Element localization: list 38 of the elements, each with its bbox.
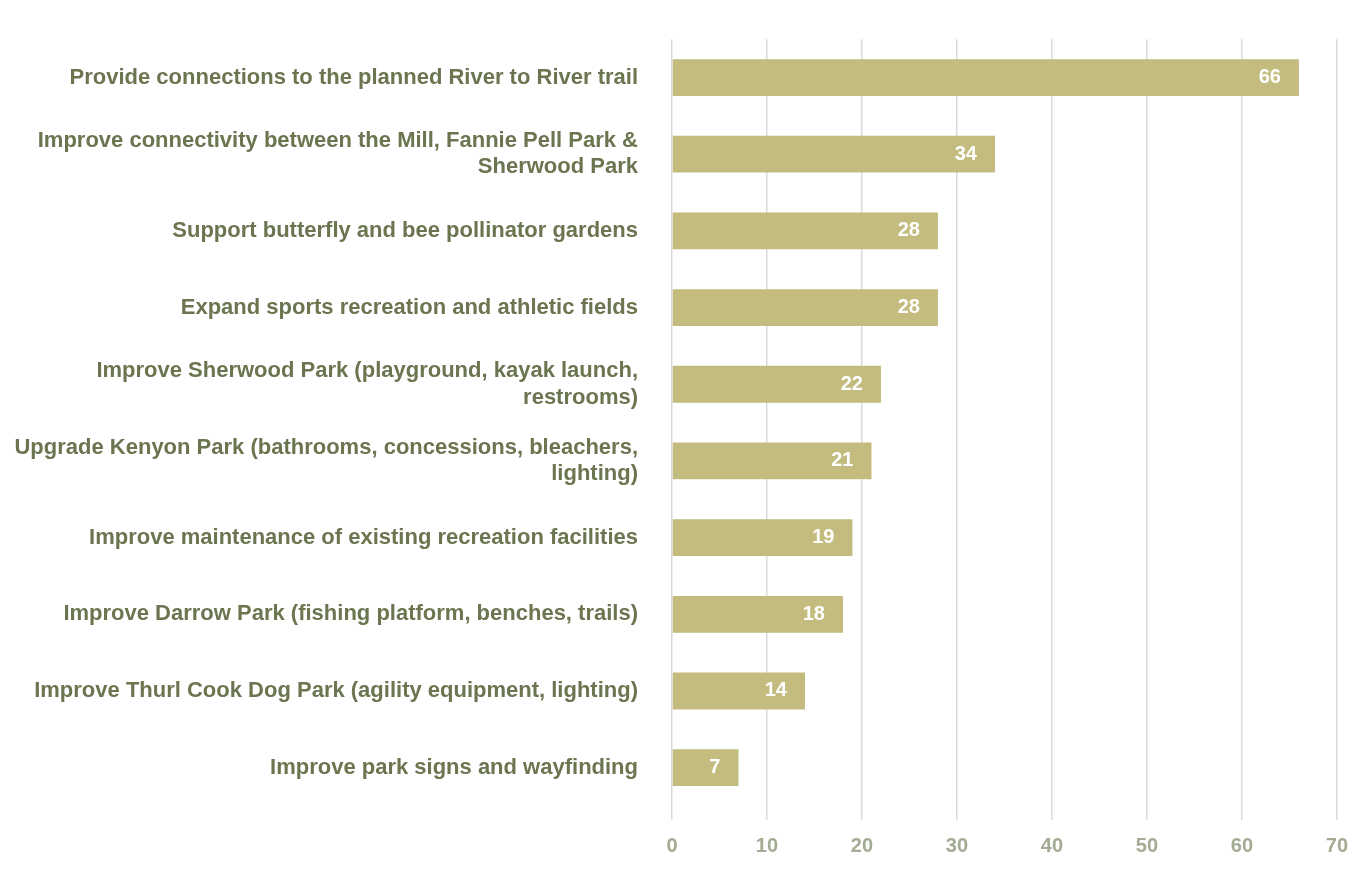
x-tick-label: 50 [1135, 833, 1159, 856]
bar [672, 135, 995, 173]
y-tick-label: Support butterfly and bee pollinator gardens [172, 216, 638, 242]
y-tick-label: Improve connectivity between the Mill, Fannie Pell Park & Sherwood Park [37, 127, 639, 179]
x-tick-label: 40 [1040, 833, 1064, 856]
data-label: 21 [831, 448, 854, 471]
x-tick-label: 10 [755, 833, 779, 856]
x-tick-label: 70 [1325, 833, 1348, 856]
x-tick-label: 0 [666, 833, 678, 856]
y-tick-label: Improve park signs and wayfinding [270, 753, 638, 779]
y-tick-label: Improve Thurl Cook Dog Park (agility equipment, lighting) [34, 677, 638, 703]
bar [672, 59, 1299, 96]
bar [672, 595, 843, 633]
data-label: 34 [954, 141, 978, 164]
bar [672, 519, 853, 557]
data-label: 14 [764, 678, 788, 701]
y-tick-label: Improve maintenance of existing recreation facilities [89, 523, 638, 549]
data-label: 19 [812, 525, 835, 548]
x-tick-label: 20 [850, 833, 874, 856]
bar [672, 365, 881, 403]
data-label: 7 [709, 755, 721, 778]
data-label: 22 [840, 371, 863, 394]
data-label: 18 [802, 601, 825, 624]
bar [672, 442, 872, 480]
y-tick-label: Improve Sherwood Park (playground, kayak launch, restrooms) [96, 357, 638, 409]
y-tick-label: Improve Darrow Park (fishing platform, benches, trails) [63, 600, 638, 626]
x-tick-label: 60 [1230, 833, 1254, 856]
bar [672, 212, 938, 250]
data-label: 28 [897, 218, 920, 241]
bar [672, 289, 938, 326]
y-tick-label: Provide connections to the planned River to River trail [69, 63, 638, 89]
bar [672, 672, 805, 710]
y-tick-label: Upgrade Kenyon Park (bathrooms, concessions, bleachers, lighting) [14, 433, 638, 486]
x-tick-label: 30 [945, 833, 969, 856]
y-tick-label: Expand sports recreation and athletic fields [180, 293, 638, 319]
data-label: 66 [1258, 65, 1281, 88]
bar [672, 749, 739, 787]
data-label: 28 [897, 295, 920, 318]
